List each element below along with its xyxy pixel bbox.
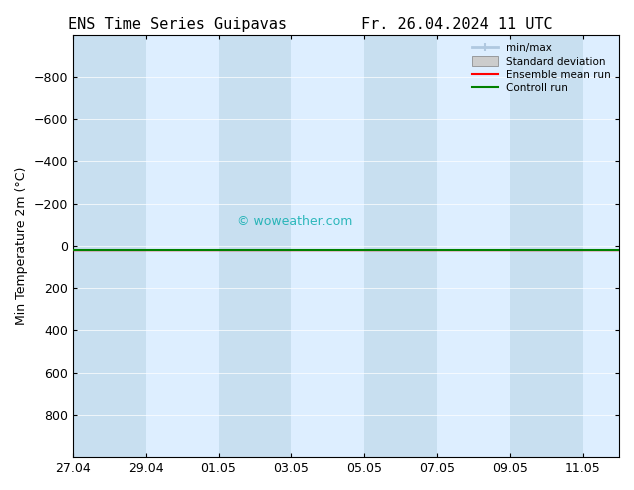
Bar — [73, 35, 146, 457]
Y-axis label: Min Temperature 2m (°C): Min Temperature 2m (°C) — [15, 167, 28, 325]
Legend: min/max, Standard deviation, Ensemble mean run, Controll run: min/max, Standard deviation, Ensemble me… — [469, 40, 614, 97]
Bar — [364, 35, 437, 457]
Bar — [219, 35, 292, 457]
Text: Fr. 26.04.2024 11 UTC: Fr. 26.04.2024 11 UTC — [361, 17, 552, 32]
Text: ENS Time Series Guipavas: ENS Time Series Guipavas — [68, 17, 287, 32]
Bar — [510, 35, 583, 457]
Text: © woweather.com: © woweather.com — [236, 215, 352, 228]
